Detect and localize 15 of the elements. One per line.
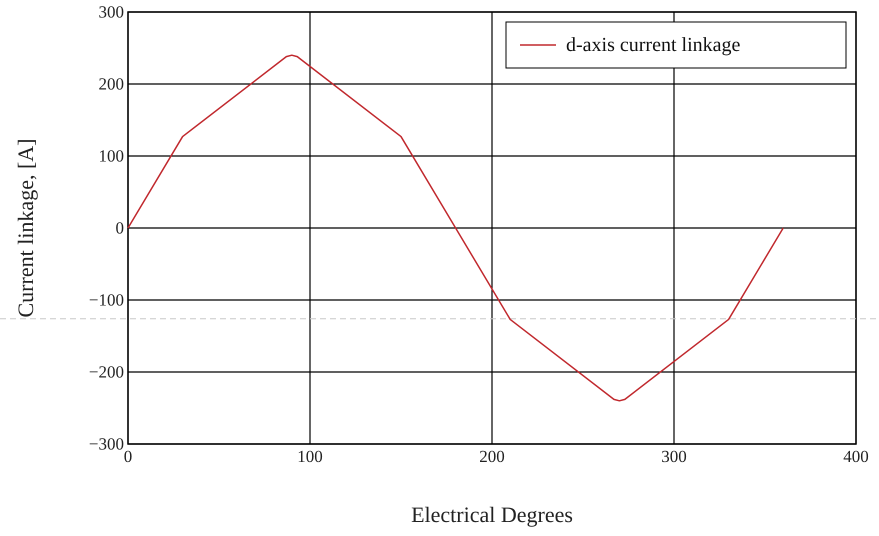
legend-label: d-axis current linkage <box>566 34 740 56</box>
x-tick-label: 100 <box>297 447 323 466</box>
y-tick-label: −300 <box>88 434 124 454</box>
x-tick-label: 400 <box>843 447 869 466</box>
y-tick-label: −200 <box>88 362 124 382</box>
x-tick-label: 300 <box>661 447 687 466</box>
line-series <box>127 54 784 402</box>
y-tick-label: 200 <box>98 74 124 94</box>
y-axis-title: Current linkage, [A] <box>13 138 38 318</box>
y-tick-label: 300 <box>98 2 124 22</box>
y-tick-label: 0 <box>116 218 124 238</box>
y-tick-label: −100 <box>88 290 124 310</box>
x-axis-title: Electrical Degrees <box>411 502 573 527</box>
x-tick-label: 200 <box>479 447 505 466</box>
y-tick-label: 100 <box>98 146 124 166</box>
